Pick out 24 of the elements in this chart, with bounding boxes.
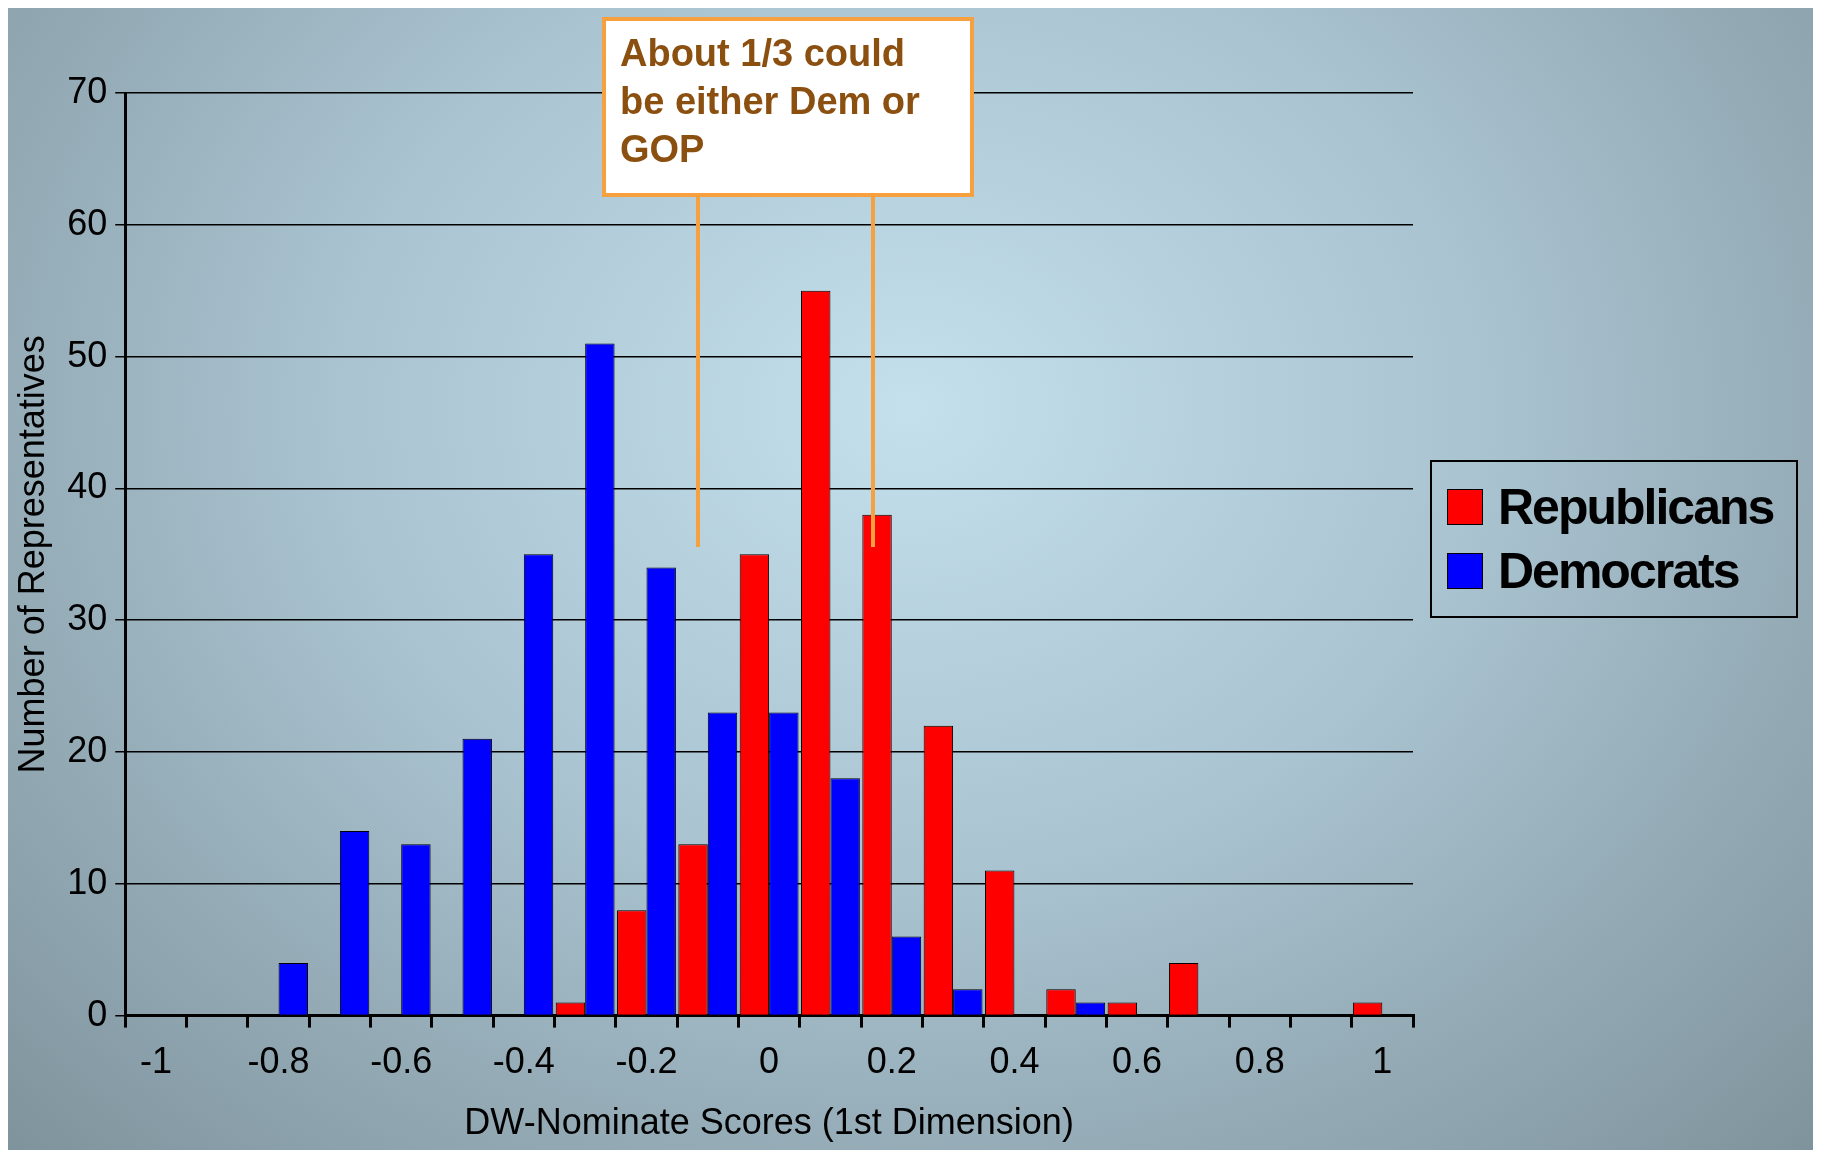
x-tick-label: -0.4 xyxy=(492,1040,555,1082)
y-tick-label: 10 xyxy=(67,860,108,902)
y-axis-title: Number of Representatives xyxy=(10,335,52,774)
legend-label: Republicans xyxy=(1498,478,1774,536)
x-tick-label: -0.8 xyxy=(247,1040,310,1082)
y-tick-label: 40 xyxy=(67,465,108,507)
y-tick-label: 30 xyxy=(67,597,108,639)
x-tick-label: 0.2 xyxy=(866,1040,917,1082)
y-tick-label: 50 xyxy=(67,333,108,375)
x-tick-label: 0.8 xyxy=(1234,1040,1285,1082)
x-axis-title: DW-Nominate Scores (1st Dimension) xyxy=(464,1101,1074,1143)
annotation: About 1/3 could be either Dem or GOP xyxy=(620,32,920,170)
x-tick-label: 0.4 xyxy=(989,1040,1040,1082)
y-tick-label: 70 xyxy=(67,69,108,111)
y-tick-label: 60 xyxy=(67,201,108,243)
legend-label: Democrats xyxy=(1498,542,1739,600)
x-tick-label: -1 xyxy=(139,1040,172,1082)
y-tick-label: 20 xyxy=(67,728,108,770)
x-tick-label: -0.6 xyxy=(370,1040,433,1082)
x-tick-label: -0.2 xyxy=(615,1040,678,1082)
y-tick-label: 0 xyxy=(87,992,108,1034)
x-tick-label: 0 xyxy=(759,1040,780,1082)
x-tick-label: 0.6 xyxy=(1112,1040,1163,1082)
x-tick-label: 1 xyxy=(1372,1040,1393,1082)
